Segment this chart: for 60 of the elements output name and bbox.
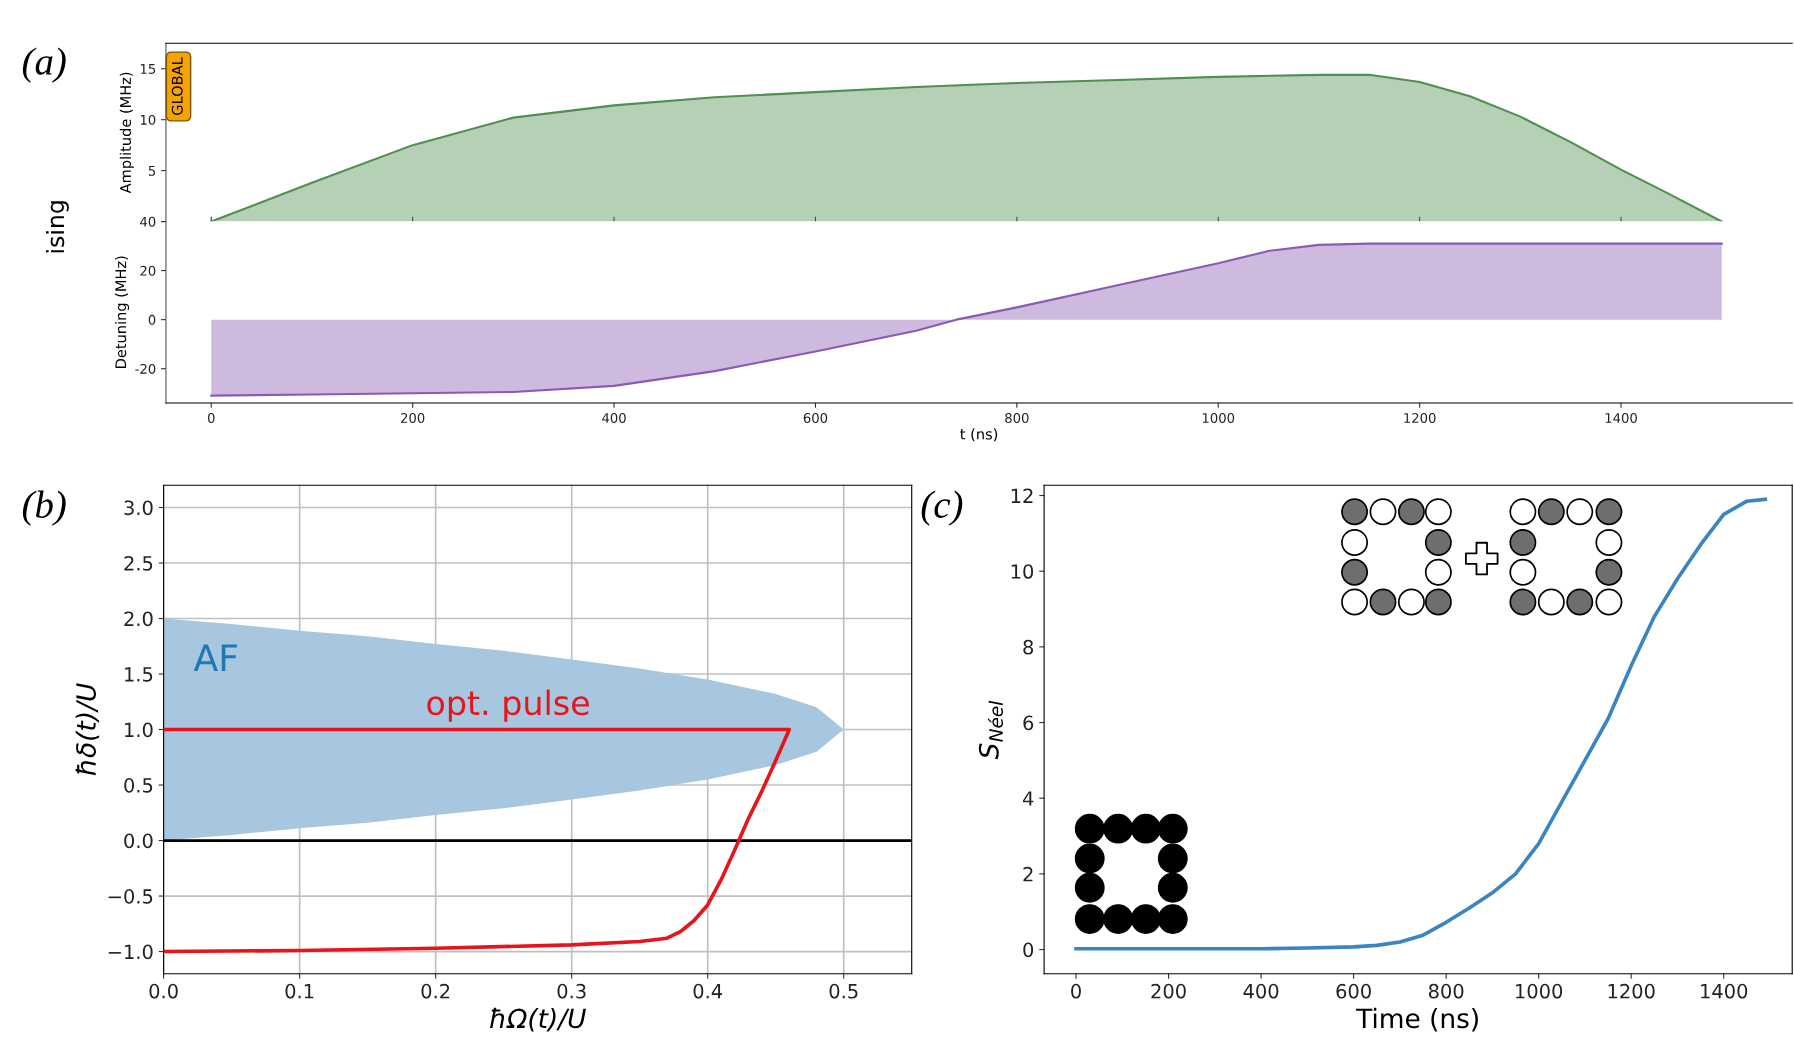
x-tick-label: 800 — [1005, 412, 1029, 423]
y-tick-label: −1.0 — [108, 944, 153, 960]
y-tick-label: 2.5 — [124, 555, 153, 571]
y-tick-label: 5 — [148, 166, 156, 176]
y-tick-label: 3.0 — [124, 500, 153, 516]
x-tick-label: 600 — [803, 412, 828, 423]
x-tick-label: 0.2 — [421, 983, 450, 999]
x-tick-label: 200 — [401, 412, 425, 423]
y-axis-title: Detuning (MHz) — [115, 256, 130, 368]
annotation: GLOBAL — [171, 57, 183, 115]
y-tick-label: 15 — [140, 64, 156, 74]
x-tick-label: 1000 — [1202, 412, 1235, 423]
y-tick-label: 10 — [1011, 564, 1034, 579]
y-tick-label: 1.5 — [125, 667, 153, 682]
y-tick-label: −0.5 — [108, 889, 153, 904]
x-tick-label: 0.5 — [829, 983, 858, 999]
y-tick-label: 6 — [1023, 715, 1034, 731]
x-tick-label: 600 — [1336, 983, 1371, 999]
y-tick-label: 0.5 — [124, 778, 153, 793]
y-tick-label: 40 — [140, 216, 156, 227]
text: (c) — [921, 490, 963, 526]
y-tick-label: 20 — [140, 265, 156, 276]
x-tick-label: 0.3 — [557, 983, 586, 999]
y-tick-label: 2.0 — [124, 611, 153, 627]
y-axis-title: S$_{Néel}$ — [978, 700, 1003, 760]
x-tick-label: 0.1 — [285, 983, 314, 999]
line-series — [163, 727, 792, 954]
x-tick-label: 0 — [1071, 983, 1081, 999]
y-tick-label: 10 — [140, 114, 156, 125]
y-tick-label: 4 — [1022, 791, 1034, 806]
y-tick-label: 1.0 — [125, 722, 153, 738]
y-tick-label: 2 — [1023, 866, 1033, 882]
series-label: AF — [193, 644, 237, 671]
x-tick-label: 1400 — [1701, 983, 1748, 999]
y-axis-title: Amplitude (MHz) — [119, 72, 134, 194]
x-axis-title: ħΩ(t)/U — [490, 1007, 586, 1032]
x-tick-label: 1000 — [1516, 983, 1563, 999]
x-tick-label: 800 — [1428, 983, 1464, 999]
x-tick-label: 0.4 — [693, 983, 723, 999]
y-tick-label: -20 — [135, 363, 156, 374]
y-axis-title: ħδ(t)/U — [75, 683, 100, 776]
series-label: opt. pulse — [427, 689, 589, 722]
x-tick-label: 1200 — [1404, 412, 1436, 423]
y-tick-label: 12 — [1011, 488, 1033, 503]
x-tick-label: 0 — [207, 412, 215, 423]
text: (b) — [22, 490, 66, 526]
x-axis-title: t (ns) — [960, 428, 998, 442]
y-tick-label: 8 — [1023, 639, 1034, 655]
y-tick-label: 0 — [1023, 942, 1034, 958]
y-tick-label: 0 — [148, 314, 156, 325]
x-tick-label: 400 — [602, 412, 626, 423]
x-tick-label: 1200 — [1608, 983, 1655, 999]
x-tick-label: 200 — [1151, 983, 1186, 999]
line-series — [1074, 497, 1768, 951]
text: (a) — [22, 47, 66, 83]
text: ising — [45, 201, 69, 253]
y-tick-label: 0.0 — [124, 833, 153, 849]
x-tick-label: 1400 — [1605, 412, 1637, 423]
x-axis-title: Time (ns) — [1356, 1007, 1478, 1032]
x-tick-label: 400 — [1243, 983, 1279, 999]
